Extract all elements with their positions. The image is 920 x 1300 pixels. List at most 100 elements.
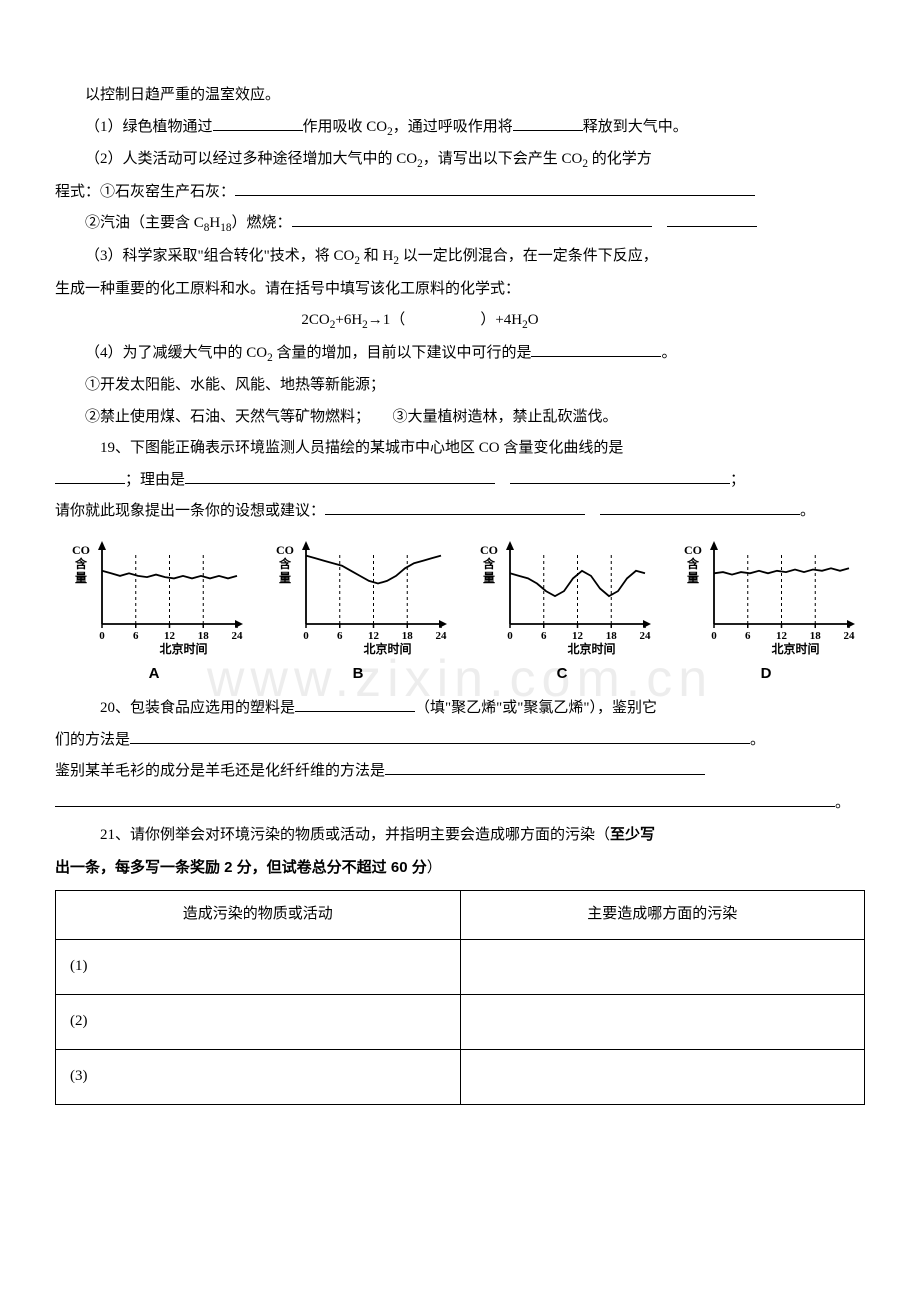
blank [513, 113, 583, 131]
row2-c1: (2) [56, 994, 461, 1049]
blank [55, 789, 835, 807]
blank [600, 498, 800, 516]
chart-a-label: A [55, 658, 253, 690]
q2-line2: 程式：①石灰窑生产石灰： [55, 177, 865, 209]
svg-text:量: 量 [75, 571, 87, 585]
q1: （1）绿色植物通过作用吸收 CO2，通过呼吸作用将释放到大气中。 [55, 112, 865, 145]
blank [510, 466, 730, 484]
q19-l2b: ； [730, 472, 745, 488]
blank [55, 466, 125, 484]
q1-prefix: （1）绿色植物通过 [85, 119, 213, 135]
svg-text:北京时间: 北京时间 [771, 641, 819, 656]
svg-text:0: 0 [711, 630, 717, 642]
q21-suffix: ） [427, 860, 442, 876]
q20-l2a: 们的方法是 [55, 732, 130, 748]
q21-bold1: 至少写 [610, 826, 655, 843]
svg-text:18: 18 [401, 630, 413, 642]
q21-line1: 21、请你例举会对环境污染的物质或活动，并指明主要会造成哪方面的污染（至少写 [55, 819, 865, 852]
blank [292, 210, 652, 228]
q4-line1: （4）为了减缓大气中的 CO2 含量的增加，目前以下建议中可行的是。 [55, 338, 865, 371]
eq-l: 2CO [301, 312, 329, 328]
q20-l3: 鉴别某羊毛衫的成分是羊毛还是化纤纤维的方法是 [55, 763, 385, 779]
svg-text:含: 含 [687, 556, 700, 571]
q2-l2: ②汽油（主要含 C [85, 215, 204, 231]
q3-line1: （3）科学家采取"组合转化"技术，将 CO2 和 H2 以一定比例混合，在一定条… [55, 241, 865, 274]
q20-prefix: 20、包装食品应选用的塑料是 [100, 700, 295, 716]
row2-c2 [460, 994, 865, 1049]
q20-l4b: 。 [835, 795, 850, 811]
q19-line3: 请你就此现象提出一条你的设想或建议： 。 [55, 496, 865, 528]
svg-text:含: 含 [279, 556, 292, 571]
chart-b-label: B [259, 658, 457, 690]
svg-text:18: 18 [605, 630, 617, 642]
svg-text:0: 0 [507, 630, 513, 642]
q3-mid2: 以一定比例混合，在一定条件下反应， [399, 248, 658, 264]
row1-c2 [460, 939, 865, 994]
svg-text:0: 0 [303, 630, 309, 642]
q3-prefix: （3）科学家采取"组合转化"技术，将 CO [85, 248, 354, 264]
svg-text:24: 24 [639, 630, 651, 642]
q19-line1: 19、下图能正确表示环境监测人员描绘的某城市中心地区 CO 含量变化曲线的是 [55, 433, 865, 465]
q20-line3: 鉴别某羊毛衫的成分是羊毛还是化纤纤维的方法是 [55, 756, 865, 788]
svg-text:北京时间: 北京时间 [159, 641, 207, 656]
blank [325, 498, 585, 516]
chart-d-label: D [667, 658, 865, 690]
svg-text:6: 6 [337, 630, 343, 642]
blank [531, 339, 661, 357]
eq-space [405, 312, 480, 328]
blank [185, 466, 495, 484]
q1-mid1: 作用吸收 CO [303, 119, 388, 135]
q3-eq: 2CO2+6H2→1（ ）+4H2O [0, 305, 865, 338]
q2-mid: ，请写出以下会产生 CO [423, 151, 583, 167]
eq-r1: ）+4H [480, 312, 522, 328]
q4-mid: 含量的增加，目前以下建议中可行的是 [273, 345, 532, 361]
blank [213, 113, 303, 131]
table-row: (2) [56, 994, 865, 1049]
q2-line2-lead: 程式：①石灰窑生产石灰： [55, 184, 235, 200]
q20-l2b: 。 [750, 732, 765, 748]
q2-prefix: （2）人类活动可以经过多种途径增加大气中的 CO [85, 151, 417, 167]
svg-text:含: 含 [483, 556, 496, 571]
svg-text:CO: CO [72, 543, 90, 557]
svg-text:量: 量 [279, 571, 291, 585]
blank [235, 178, 755, 196]
svg-text:18: 18 [809, 630, 821, 642]
svg-text:18: 18 [197, 630, 209, 642]
eq-r2: O [528, 312, 539, 328]
q2-tail: 的化学方 [588, 151, 652, 167]
eq-m1: +6H [335, 312, 362, 328]
q20-line4: 。 [55, 788, 865, 820]
chart-a: CO含量06121824北京时间A [55, 536, 253, 690]
row1-c1: (1) [56, 939, 461, 994]
chart-b: CO含量06121824北京时间B [259, 536, 457, 690]
chart-d: CO含量06121824北京时间D [667, 536, 865, 690]
svg-text:12: 12 [572, 630, 584, 642]
svg-text:6: 6 [541, 630, 547, 642]
q21-line2: 出一条，每多写一条奖励 2 分，但试卷总分不超过 60 分） [55, 852, 865, 885]
chart-c-label: C [463, 658, 661, 690]
svg-text:12: 12 [164, 630, 176, 642]
row3-c1: (3) [56, 1049, 461, 1104]
svg-text:CO: CO [276, 543, 294, 557]
blank [130, 726, 750, 744]
q4-opt1: ①开发太阳能、水能、风能、地热等新能源； [55, 370, 865, 402]
q4-prefix: （4）为了减缓大气中的 CO [85, 345, 267, 361]
svg-text:CO: CO [480, 543, 498, 557]
table-row: (1) [56, 939, 865, 994]
svg-text:北京时间: 北京时间 [567, 641, 615, 656]
intro-line: 以控制日趋严重的温室效应。 [55, 80, 865, 112]
eq-arrow: →1（ [368, 312, 406, 328]
q19-l3a: 请你就此现象提出一条你的设想或建议： [55, 503, 325, 519]
table-row: (3) [56, 1049, 865, 1104]
q4-opt2: ②禁止使用煤、石油、天然气等矿物燃料； ③大量植树造林，禁止乱砍滥伐。 [55, 402, 865, 434]
q1-tail: 释放到大气中。 [583, 119, 688, 135]
blank [295, 695, 415, 713]
svg-text:0: 0 [99, 630, 105, 642]
svg-text:含: 含 [75, 556, 88, 571]
table-header-row: 造成污染的物质或活动 主要造成哪方面的污染 [56, 891, 865, 940]
q1-mid2: ，通过呼吸作用将 [393, 119, 513, 135]
q4-tail: 。 [661, 345, 676, 361]
svg-text:12: 12 [368, 630, 380, 642]
svg-text:24: 24 [435, 630, 447, 642]
q19-l3b: 。 [800, 503, 815, 519]
